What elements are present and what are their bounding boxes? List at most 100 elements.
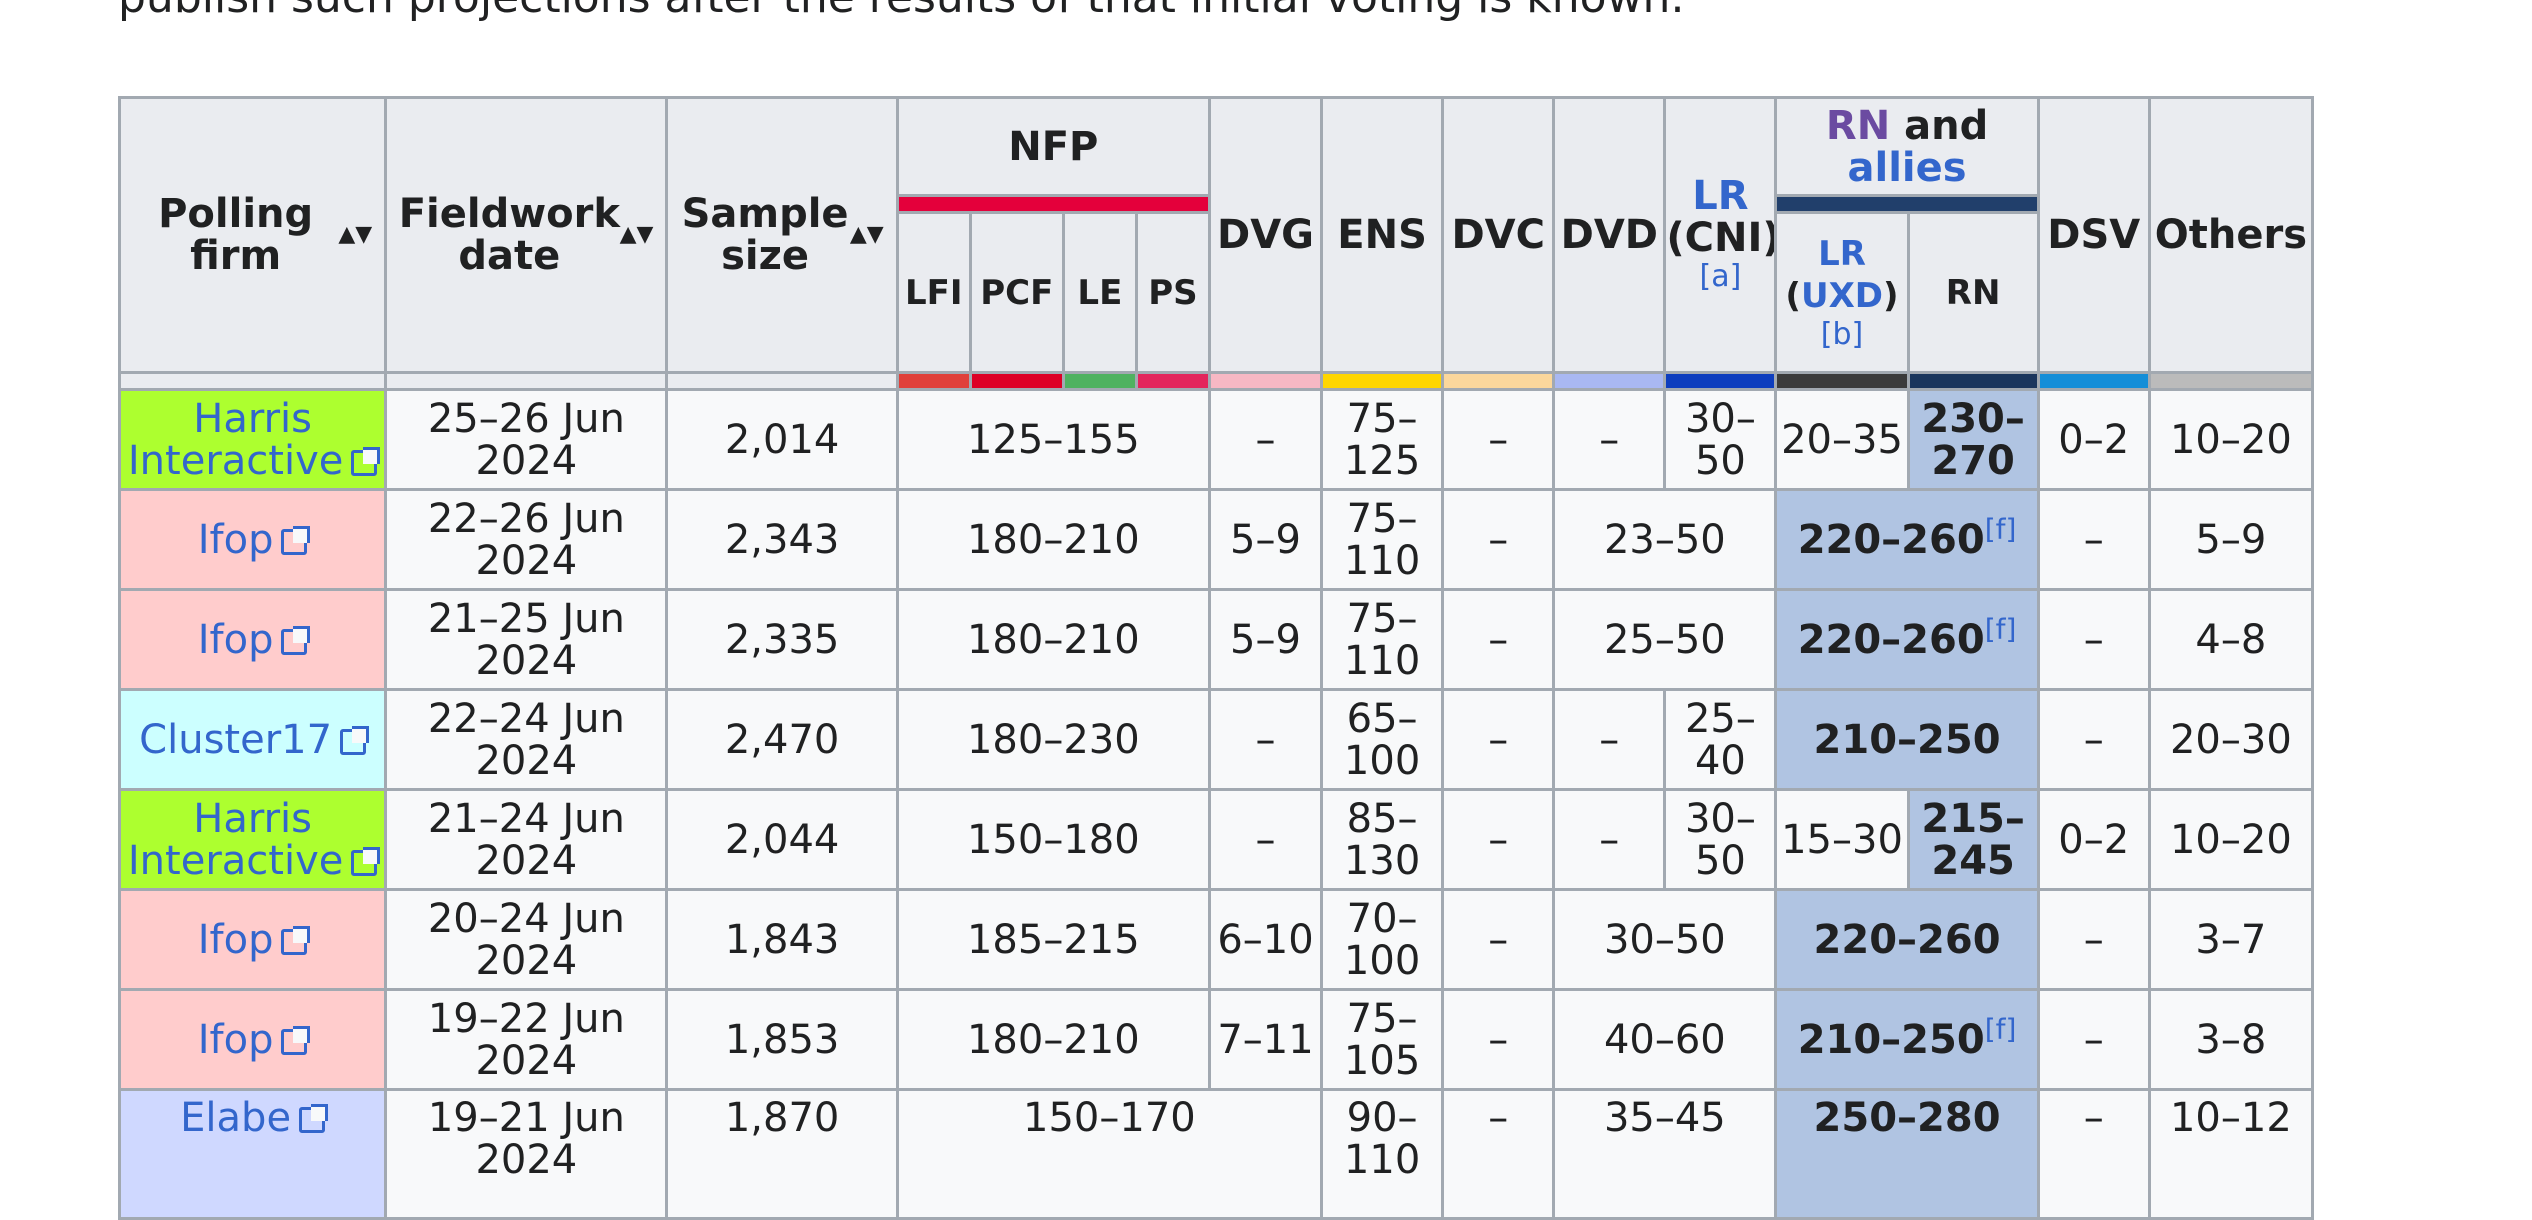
- col-dsv[interactable]: DSV: [2036, 96, 2151, 374]
- nfp-cell: 180–210: [895, 988, 1211, 1091]
- col-dvg[interactable]: DVG: [1207, 96, 1324, 374]
- date-cell: 20–24 Jun 2024: [384, 888, 669, 991]
- ref-a-link[interactable]: [a]: [1699, 259, 1742, 294]
- firm-link[interactable]: Ifop: [197, 916, 274, 963]
- firm-link[interactable]: Ifop: [197, 516, 274, 563]
- firm-cell: Harris Interactive: [117, 388, 388, 491]
- ens-cell: 90–110: [1320, 1088, 1445, 1220]
- firm-cell: Ifop: [117, 888, 388, 991]
- firm-link[interactable]: Ifop: [197, 616, 274, 663]
- firm-cell: Cluster17: [117, 688, 388, 791]
- dvc-cell: –: [1441, 888, 1556, 991]
- dvg-cell: 5–9: [1207, 488, 1324, 591]
- table-row: Elabe 19–21 Jun 2024 1,870 150–170 90–11…: [117, 1088, 2315, 1220]
- table-row: Harris Interactive 25–26 Jun 2024 2,014 …: [117, 388, 2315, 491]
- col-le[interactable]: LE: [1061, 211, 1138, 374]
- lr-link[interactable]: LR: [1692, 173, 1749, 219]
- ens-cell: 75–105: [1320, 988, 1445, 1091]
- firm-link[interactable]: Harris Interactive: [127, 395, 344, 484]
- ref-b-link[interactable]: [b]: [1820, 316, 1864, 352]
- dvg-cell: 6–10: [1207, 888, 1324, 991]
- lr-cni-cell: 25–40: [1663, 688, 1778, 791]
- table-row: Ifop 21–25 Jun 2024 2,335 180–210 5–9 75…: [117, 588, 2315, 691]
- ref-f-link[interactable]: [f]: [1984, 512, 2017, 546]
- external-link-icon: [281, 625, 311, 655]
- dsv-cell: –: [2036, 588, 2151, 691]
- firm-link[interactable]: Harris Interactive: [127, 795, 344, 884]
- firm-cell: Ifop: [117, 988, 388, 1091]
- dvg-cell: –: [1207, 788, 1324, 891]
- sample-cell: 2,044: [665, 788, 899, 891]
- sample-cell: 2,470: [665, 688, 899, 791]
- dvd-cell: –: [1552, 388, 1667, 491]
- date-color-bar: [384, 371, 669, 391]
- col-dvd[interactable]: DVD: [1552, 96, 1667, 374]
- sample-cell: 1,870: [665, 1088, 899, 1220]
- date-cell: 21–25 Jun 2024: [384, 588, 669, 691]
- others-cell: 20–30: [2147, 688, 2315, 791]
- dvd-cell: –: [1552, 688, 1667, 791]
- sort-icon[interactable]: ▲▼: [849, 222, 884, 247]
- col-ps[interactable]: PS: [1134, 211, 1211, 374]
- sample-color-bar: [665, 371, 899, 391]
- sort-icon[interactable]: ▲▼: [619, 222, 654, 247]
- col-dvc[interactable]: DVC: [1441, 96, 1556, 374]
- allies-link[interactable]: allies: [1847, 144, 1967, 191]
- ref-f-link[interactable]: [f]: [1984, 612, 2017, 646]
- col-rn[interactable]: RN: [1906, 211, 2040, 374]
- col-lfi[interactable]: LFI: [895, 211, 972, 374]
- lr-uxd-cell: 15–30: [1774, 788, 1910, 891]
- intro-text: publish such projections after the resul…: [118, 0, 1684, 23]
- rn-cell: 230–270: [1906, 388, 2040, 491]
- lr-cni-color-bar: [1663, 371, 1778, 391]
- nfp-cell: 180–210: [895, 588, 1211, 691]
- date-cell: 25–26 Jun 2024: [384, 388, 669, 491]
- firm-link[interactable]: Cluster17: [139, 716, 333, 763]
- lr-cni-cell: 30–50: [1663, 388, 1778, 491]
- nfp-cell: 180–210: [895, 488, 1211, 591]
- dvg-cell: –: [1207, 688, 1324, 791]
- firm-cell: Elabe: [117, 1088, 388, 1220]
- col-sample-size[interactable]: Sample size ▲▼: [665, 96, 899, 374]
- date-cell: 19–22 Jun 2024: [384, 988, 669, 1091]
- ens-cell: 85–130: [1320, 788, 1445, 891]
- rn-allies-cell: 210–250[f]: [1774, 988, 2040, 1091]
- nfp-cell: 150–180: [895, 788, 1211, 891]
- date-cell: 19–21 Jun 2024: [384, 1088, 669, 1220]
- dvd-lr-cell: 30–50: [1552, 888, 1778, 991]
- col-fieldwork-date[interactable]: Fieldwork date ▲▼: [384, 96, 669, 374]
- col-ens[interactable]: ENS: [1320, 96, 1445, 374]
- nfp-cell: 125–155: [895, 388, 1211, 491]
- sort-icon[interactable]: ▲▼: [338, 222, 373, 247]
- others-cell: 4–8: [2147, 588, 2315, 691]
- table-row: Ifop 20–24 Jun 2024 1,843 185–215 6–10 7…: [117, 888, 2315, 991]
- lr-cni-cell: 30–50: [1663, 788, 1778, 891]
- dvg-cell: 5–9: [1207, 588, 1324, 691]
- external-link-icon: [281, 525, 311, 555]
- col-nfp[interactable]: NFP: [895, 96, 1211, 197]
- col-lr-uxd: LR (UXD) [b]: [1774, 211, 1910, 374]
- col-polling-firm[interactable]: Polling firm ▲▼: [117, 96, 388, 374]
- dsv-cell: –: [2036, 888, 2151, 991]
- firm-link[interactable]: Elabe: [180, 1095, 292, 1141]
- table-row: Ifop 19–22 Jun 2024 1,853 180–210 7–11 7…: [117, 988, 2315, 1091]
- external-link-icon: [281, 1025, 311, 1055]
- nfp-cell: 180–230: [895, 688, 1211, 791]
- dvc-color-bar: [1441, 371, 1556, 391]
- rn-link[interactable]: RN: [1825, 102, 1891, 149]
- nfp-color-bar: [895, 194, 1211, 214]
- table-row: Harris Interactive 21–24 Jun 2024 2,044 …: [117, 788, 2315, 891]
- ref-f-link[interactable]: [f]: [1984, 1012, 2017, 1046]
- dsv-cell: –: [2036, 688, 2151, 791]
- dsv-color-bar: [2036, 371, 2151, 391]
- ens-cell: 75–110: [1320, 588, 1445, 691]
- nfp-dvg-cell: 150–170: [895, 1088, 1324, 1220]
- ens-cell: 75–125: [1320, 388, 1445, 491]
- firm-link[interactable]: Ifop: [197, 1016, 274, 1063]
- polling-table: Polling firm ▲▼ Fieldwork date ▲▼ Sample…: [117, 96, 2315, 1220]
- nfp-cell: 185–215: [895, 888, 1211, 991]
- dvg-color-bar: [1207, 371, 1324, 391]
- dsv-cell: –: [2036, 988, 2151, 1091]
- external-link-icon: [340, 725, 370, 755]
- col-pcf[interactable]: PCF: [968, 211, 1065, 374]
